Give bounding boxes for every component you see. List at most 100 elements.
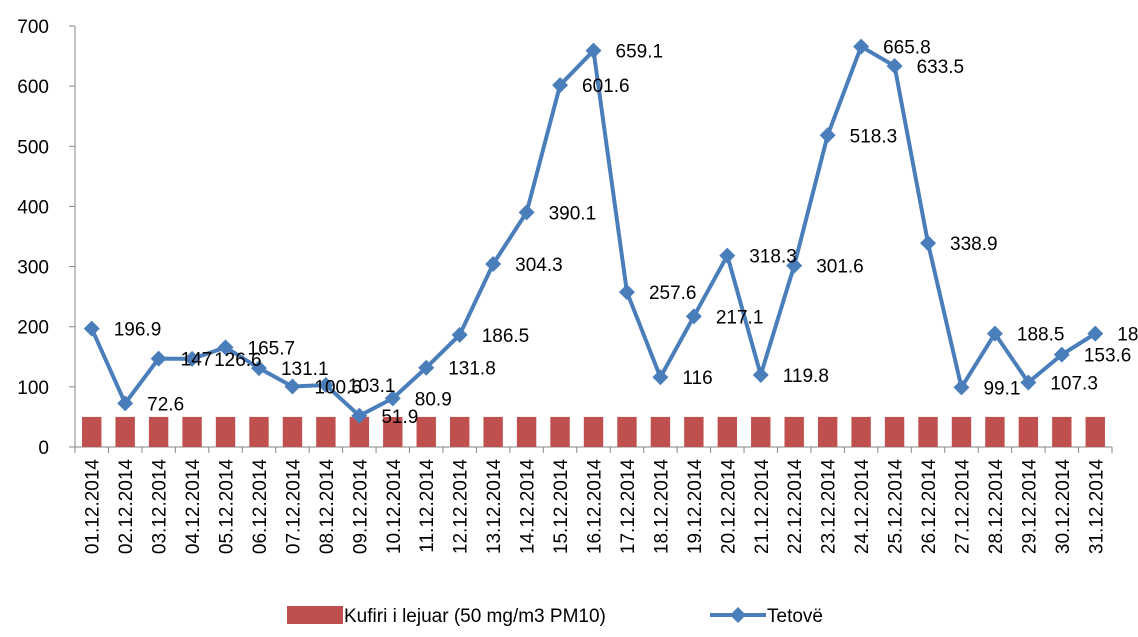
x-tick-label: 01.12.2014	[83, 459, 104, 555]
tetove-point	[83, 320, 100, 337]
tetove-data-label: 633.5	[917, 57, 965, 78]
tetove-data-label: 338.9	[950, 234, 998, 255]
tetove-point	[886, 57, 903, 74]
x-tick-label: 10.12.2014	[384, 459, 405, 555]
x-tick-label: 22.12.2014	[785, 459, 806, 555]
x-tick-label: 06.12.2014	[250, 459, 271, 555]
x-tick-label: 03.12.2014	[150, 459, 171, 555]
x-tick-label: 24.12.2014	[852, 459, 873, 555]
x-tick-label: 09.12.2014	[350, 459, 371, 555]
limit-bar	[583, 416, 604, 447]
x-tick-label: 27.12.2014	[952, 459, 973, 555]
limit-bar	[985, 416, 1005, 447]
y-tick-label: 700	[17, 17, 49, 38]
tetove-data-label: 188.5	[1017, 325, 1065, 346]
limit-bar	[148, 416, 169, 447]
legend: Kufiri i lejuar (50 mg/m3 PM10) Tetovë	[287, 606, 823, 627]
tetove-data-label: 126.6	[214, 350, 262, 371]
x-tick-label: 02.12.2014	[116, 459, 137, 555]
limit-bar	[717, 416, 738, 447]
tetove-series	[83, 38, 1104, 424]
x-tick-label: 15.12.2014	[551, 459, 572, 555]
x-tick-label: 05.12.2014	[217, 459, 238, 555]
tetove-point	[986, 325, 1003, 342]
x-tick-label: 26.12.2014	[919, 459, 940, 555]
tetove-point	[585, 42, 602, 59]
y-tick-label: 600	[17, 77, 49, 98]
tetove-point	[652, 369, 669, 386]
tetove-point	[719, 247, 736, 264]
limit-bar	[349, 416, 370, 447]
x-tick-label: 14.12.2014	[518, 459, 539, 555]
legend-label-limit: Kufiri i lejuar (50 mg/m3 PM10)	[344, 606, 606, 627]
limit-bar	[483, 416, 503, 447]
tetove-data-label: 665.8	[883, 38, 931, 59]
limit-bar	[650, 416, 671, 447]
limit-bar	[182, 416, 202, 447]
tetove-data-label: 131.8	[448, 359, 496, 380]
y-tick-label: 0	[38, 438, 49, 459]
tetove-point	[819, 127, 836, 144]
tetove-data-label: 304.3	[515, 255, 563, 276]
x-tick-label: 13.12.2014	[484, 459, 505, 555]
x-tick-label: 11.12.2014	[417, 459, 438, 553]
tetove-point	[418, 359, 435, 376]
limit-bar	[282, 416, 303, 447]
limit-bar	[851, 416, 871, 447]
legend-label-tetove: Tetovë	[767, 606, 823, 627]
tetove-point	[853, 38, 870, 55]
x-tick-label: 17.12.2014	[618, 459, 639, 555]
tetove-data-label: 390.1	[549, 203, 597, 224]
y-tick-label: 300	[17, 258, 49, 279]
x-tick-label: 23.12.2014	[819, 459, 840, 555]
tetove-point	[384, 390, 401, 407]
tetove-point	[117, 395, 134, 412]
tetove-point	[552, 77, 569, 94]
tetove-data-label: 518.3	[850, 126, 898, 147]
tetove-data-label: 186.5	[482, 326, 530, 347]
tetove-data-label: 103.1	[348, 376, 396, 397]
tetove-data-label: 107.3	[1050, 373, 1098, 394]
limit-bar	[1018, 416, 1039, 447]
tetove-point	[317, 376, 334, 393]
x-tick-label: 16.12.2014	[585, 459, 606, 555]
limit-bars	[82, 416, 1105, 447]
x-tick-label: 28.12.2014	[986, 459, 1007, 555]
tetove-data-label: 80.9	[415, 389, 452, 410]
x-tick-label: 25.12.2014	[886, 459, 907, 555]
limit-bar	[416, 416, 436, 447]
limit-bar	[617, 416, 637, 447]
tetove-data-label: 51.9	[381, 407, 418, 428]
tetove-point	[1020, 374, 1037, 391]
x-tick-label: 04.12.2014	[183, 459, 204, 555]
x-tick-label: 07.12.2014	[283, 459, 304, 555]
tetove-point	[920, 235, 937, 252]
tetove-data-label: 601.6	[582, 76, 630, 97]
legend-swatch-tetove-marker	[730, 607, 746, 623]
tetove-point	[752, 366, 769, 383]
y-tick-label: 100	[17, 378, 49, 399]
legend-swatch-limit	[287, 606, 343, 624]
limit-bar	[82, 416, 102, 447]
limit-bar	[516, 416, 537, 447]
tetove-data-label: 100.6	[314, 377, 362, 398]
limit-bar	[316, 416, 336, 447]
limit-bar	[884, 416, 905, 447]
limit-bar	[383, 416, 403, 447]
tetove-point	[250, 360, 267, 377]
limit-bar	[951, 416, 972, 447]
x-tick-label: 12.12.2014	[451, 459, 472, 555]
tetove-point	[1087, 325, 1104, 342]
x-tick-labels: 01.12.2014 02.12.2014 03.12.2014 04.12.2014…	[74, 447, 1113, 555]
tetove-data-label: 217.1	[716, 307, 764, 328]
y-tick-label: 400	[17, 197, 49, 218]
x-tick-label: 18.12.2014	[651, 459, 672, 555]
x-tick-label: 20.12.2014	[718, 459, 739, 555]
tetove-data-label: 116	[682, 368, 712, 389]
tetove-data-label: 99.1	[983, 378, 1020, 399]
tetove-point	[351, 407, 368, 424]
limit-bar	[751, 416, 771, 447]
limit-bar	[115, 416, 135, 447]
